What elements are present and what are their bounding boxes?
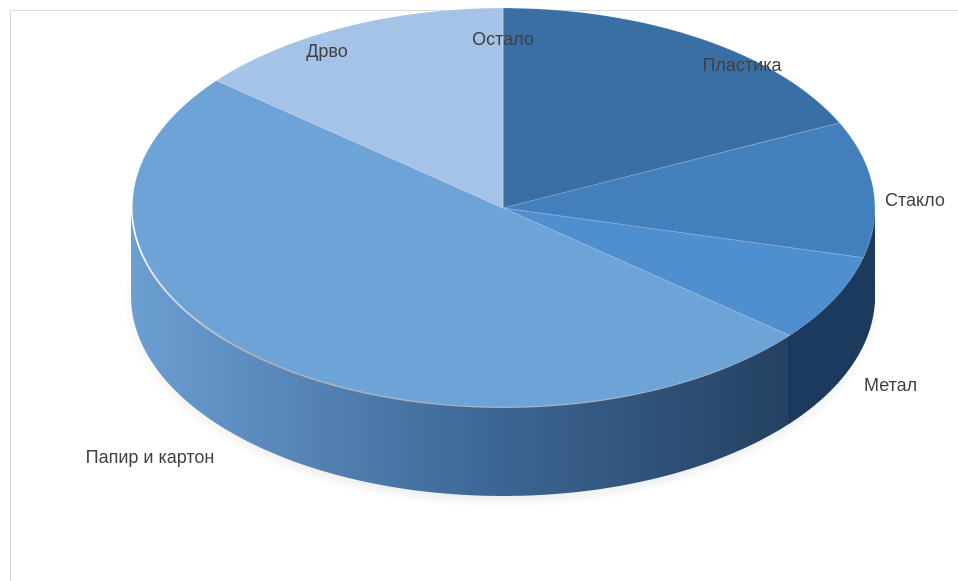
pie-slice-стакло [502, 122, 876, 259]
pie-slice-метал [502, 207, 864, 336]
slice-label-стакло: Стакло [885, 190, 945, 210]
slice-label-папир-и-картон: Папир и картон [86, 447, 215, 467]
pie-slice-пластика [502, 7, 841, 209]
pie-side-wall [131, 208, 875, 496]
side-wall-metal [789, 208, 875, 424]
slice-label-дрво: Дрво [306, 41, 348, 61]
slice-label-остало: Остало [472, 29, 534, 49]
slice-label-пластика: Пластика [702, 55, 782, 75]
pie-slice-папир-и-картон [131, 80, 791, 408]
slice-label-метал: Метал [864, 375, 917, 395]
pie-slice-дрво [215, 7, 504, 209]
